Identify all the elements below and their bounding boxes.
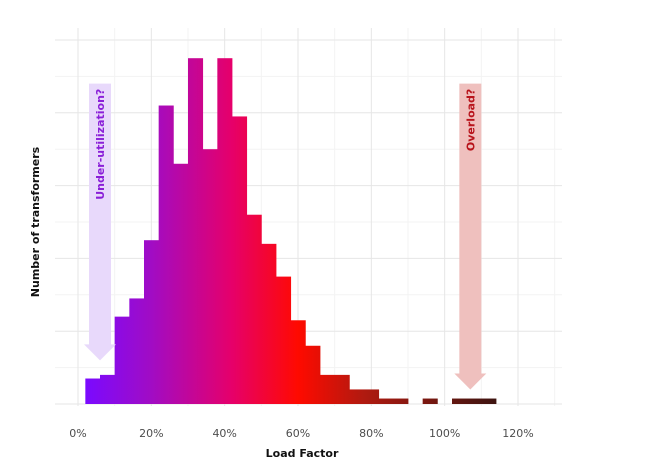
x-tick-label: 20%	[139, 427, 163, 440]
x-tick-label: 100%	[429, 427, 460, 440]
histogram-bar	[144, 240, 160, 404]
histogram-bar	[158, 105, 174, 405]
histogram-bars	[85, 58, 497, 405]
overload-arrow	[454, 83, 487, 390]
histogram-bar	[276, 276, 292, 404]
x-tick-label: 60%	[286, 427, 310, 440]
histogram-bar	[261, 243, 277, 404]
histogram-bar	[129, 298, 145, 404]
histogram-bar	[85, 378, 101, 404]
annotations: Under-utilization? Overload?	[84, 83, 487, 390]
x-axis-title: Load Factor	[266, 447, 339, 460]
x-tick-label: 120%	[502, 427, 533, 440]
histogram-bar	[188, 58, 204, 404]
under-utilization-label: Under-utilization?	[94, 89, 107, 200]
histogram-bar	[114, 316, 130, 404]
histogram-bar	[246, 214, 262, 404]
histogram-bar	[100, 374, 116, 404]
overload-label: Overload?	[464, 89, 477, 151]
x-tick-label: 0%	[69, 427, 86, 440]
x-axis-ticks: 0% 20% 40% 60% 80% 100% 120%	[69, 427, 533, 440]
histogram-bar	[305, 345, 321, 404]
histogram-bar	[320, 374, 350, 404]
histogram-bar	[173, 163, 189, 404]
histogram-bar	[217, 58, 233, 404]
histogram-bar	[452, 398, 497, 404]
histogram-bar	[422, 398, 438, 404]
x-tick-label: 80%	[359, 427, 383, 440]
y-axis-title: Number of transformers	[29, 146, 42, 297]
histogram-bar	[378, 398, 409, 404]
histogram-bar	[349, 389, 380, 404]
x-tick-label: 40%	[212, 427, 236, 440]
histogram-bar	[232, 116, 248, 404]
histogram-bar	[202, 149, 218, 404]
histogram-bar	[290, 320, 306, 404]
under-utilization-arrow	[84, 83, 116, 361]
